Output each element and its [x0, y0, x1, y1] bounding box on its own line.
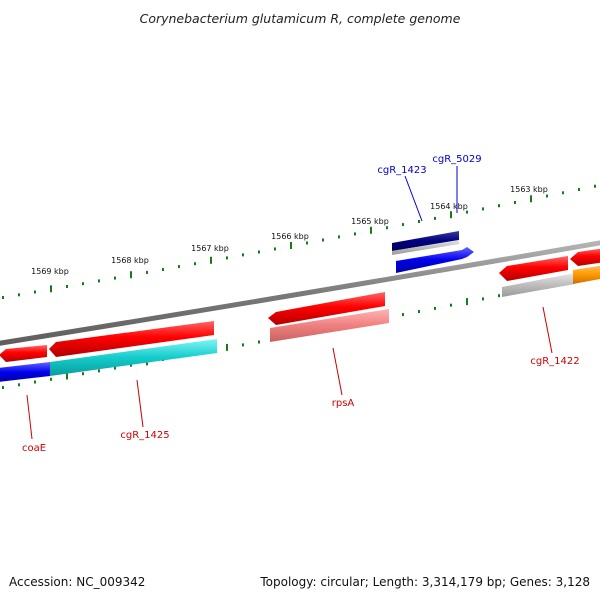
ruler-minor-tick: [418, 220, 420, 223]
ruler-major-tick: [466, 298, 468, 306]
ruler-minor-tick: [66, 285, 68, 288]
ruler-minor-tick: [482, 207, 484, 211]
ruler-minor-tick: [514, 201, 516, 204]
ruler-minor-tick: [322, 238, 324, 242]
outer-position-ruler: [2, 184, 596, 299]
ruler-label-1565-kbp: 1565 kbp: [351, 217, 389, 226]
ruler-minor-tick: [242, 253, 244, 257]
leader-line-cgR_1423: [404, 175, 423, 222]
ruler-major-tick: [450, 211, 452, 219]
ruler-minor-tick: [466, 210, 468, 214]
gene-label-coaE[interactable]: coaE: [22, 443, 46, 454]
ruler-minor-tick: [418, 310, 420, 313]
ruler-minor-tick: [482, 297, 484, 301]
ruler-minor-tick: [562, 191, 564, 195]
ruler-minor-tick: [402, 313, 404, 317]
ruler-minor-tick: [258, 250, 260, 254]
ruler-minor-tick: [18, 383, 20, 387]
gene-label-cgR_1422[interactable]: cgR_1422: [530, 356, 579, 367]
ruler-major-tick: [66, 372, 68, 380]
ruler-minor-tick: [18, 293, 20, 297]
gene-label-cgR_1423[interactable]: cgR_1423: [377, 165, 426, 176]
ruler-minor-tick: [434, 306, 436, 310]
ruler-minor-tick: [194, 262, 196, 266]
ruler-minor-tick: [146, 270, 148, 274]
ruler-minor-tick: [226, 256, 228, 260]
ruler-major-tick: [290, 242, 292, 249]
ruler-major-tick: [130, 271, 132, 279]
ruler-minor-tick: [354, 232, 356, 236]
accession-text: Accession: NC_009342: [9, 575, 145, 589]
ruler-label-1566-kbp: 1566 kbp: [271, 232, 309, 241]
ruler-minor-tick: [338, 235, 340, 239]
ruler-minor-tick: [242, 343, 244, 347]
ruler-minor-tick: [178, 265, 180, 269]
topology-text: Topology: circular; Length: 3,314,179 bp…: [259, 575, 590, 589]
leader-line-cgR_1425: [136, 379, 144, 428]
gene-label-cgR_1425[interactable]: cgR_1425: [120, 430, 169, 441]
genome-title: Corynebacterium glutamicum R, complete g…: [140, 11, 461, 26]
feature-cgR_1423[interactable]: [392, 231, 459, 255]
ruler-minor-tick: [402, 223, 404, 227]
ruler-minor-tick: [498, 204, 500, 208]
ruler-minor-tick: [546, 194, 548, 198]
feature-cgR_1422[interactable]: [499, 248, 600, 297]
ruler-minor-tick: [114, 366, 116, 370]
ruler-minor-tick: [162, 268, 164, 271]
feature-cgR_5029[interactable]: [396, 247, 474, 273]
ruler-major-tick: [226, 343, 228, 351]
ruler-label-1564-kbp: 1564 kbp: [430, 202, 468, 211]
ruler-minor-tick: [306, 241, 308, 245]
genome-backbone: [0, 240, 600, 346]
ruler-minor-tick: [450, 303, 452, 307]
gene-label-cgR_5029[interactable]: cgR_5029: [432, 154, 481, 165]
feature-rpsA[interactable]: [268, 292, 389, 342]
ruler-label-1567-kbp: 1567 kbp: [191, 244, 229, 253]
ruler-major-tick: [50, 285, 52, 293]
leader-line-coaE: [26, 394, 33, 440]
ruler-minor-tick: [258, 340, 260, 344]
ruler-major-tick: [530, 195, 532, 203]
ruler-minor-tick: [2, 296, 4, 299]
ruler-minor-tick: [498, 294, 500, 298]
feature-coaE[interactable]: [0, 345, 50, 382]
ruler-minor-tick: [82, 372, 84, 376]
leader-line-rpsA: [332, 347, 343, 396]
ruler-minor-tick: [578, 188, 580, 191]
ruler-minor-tick: [98, 279, 100, 283]
ruler-minor-tick: [114, 276, 116, 280]
ruler-major-tick: [210, 256, 212, 264]
ruler-minor-tick: [82, 282, 84, 286]
ruler-minor-tick: [34, 380, 36, 384]
ruler-major-tick: [370, 226, 372, 234]
ruler-minor-tick: [386, 226, 388, 230]
ruler-minor-tick: [434, 216, 436, 220]
leader-line-cgR_1422: [542, 306, 553, 354]
ruler-minor-tick: [594, 184, 596, 188]
ruler-label-1563-kbp: 1563 kbp: [510, 185, 548, 194]
ruler-minor-tick: [274, 247, 276, 251]
ruler-minor-tick: [130, 363, 132, 367]
ruler-label-1568-kbp: 1568 kbp: [111, 256, 149, 265]
ruler-label-1569-kbp: 1569 kbp: [31, 267, 69, 276]
gene-label-rpsA[interactable]: rpsA: [332, 398, 355, 409]
feature-cgR_1425[interactable]: [49, 321, 217, 376]
ruler-minor-tick: [2, 386, 4, 389]
ruler-minor-tick: [98, 369, 100, 373]
ruler-minor-tick: [50, 377, 52, 381]
ruler-minor-tick: [34, 290, 36, 294]
